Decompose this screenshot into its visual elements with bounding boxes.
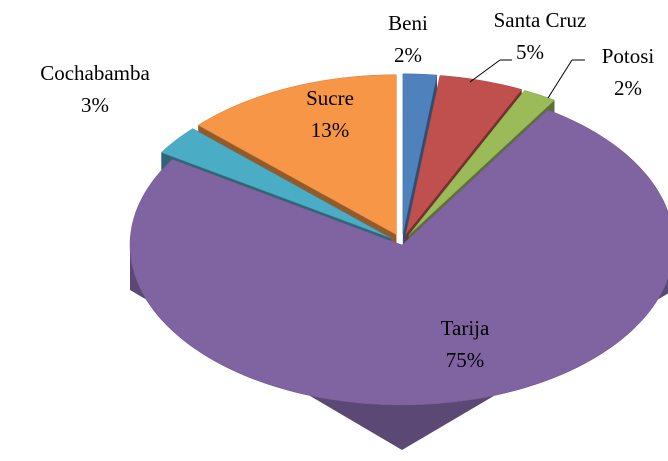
slice xyxy=(160,128,392,239)
slice xyxy=(408,90,555,236)
value-label: 13% xyxy=(311,118,350,142)
category-label: Tarija xyxy=(441,316,490,340)
value-label: 2% xyxy=(394,43,422,67)
slice xyxy=(197,74,397,236)
value-label: 3% xyxy=(81,93,109,117)
category-label: Beni xyxy=(388,11,428,35)
value-label: 75% xyxy=(446,348,485,372)
category-label: Sucre xyxy=(306,86,354,110)
value-label: 2% xyxy=(614,76,642,100)
labels: Beni 2% Santa Cruz 5% Potosi 2% Tarija 75% Cocha… xyxy=(40,8,654,372)
category-label: Potosi xyxy=(602,44,655,68)
slice xyxy=(405,75,523,235)
pie xyxy=(129,73,668,450)
leader-line xyxy=(469,59,501,83)
leader-line xyxy=(547,59,573,99)
slice xyxy=(129,109,668,406)
value-label: 5% xyxy=(516,40,544,64)
category-label: Santa Cruz xyxy=(494,8,587,32)
slice-wall xyxy=(130,245,668,450)
slice xyxy=(402,73,438,234)
category-label: Cochabamba xyxy=(40,61,150,85)
